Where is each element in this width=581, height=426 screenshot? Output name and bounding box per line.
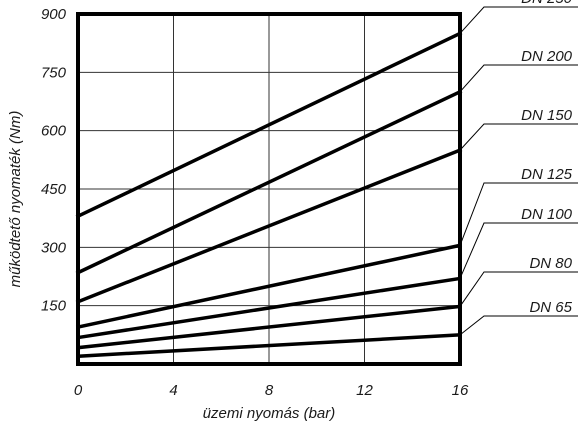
- x-tick-label: 8: [265, 382, 274, 399]
- series-label-dn-250: DN 250: [521, 0, 573, 7]
- series-lines: [75, 31, 463, 359]
- x-tick-label: 4: [169, 382, 177, 399]
- series-line-dn-200: [75, 89, 463, 275]
- series-labels: DN 250 DN 200 DN 150 DN 125 DN 100 DN 80 DN 65: [521, 0, 573, 316]
- series-leaders: [459, 6, 578, 336]
- series-label-dn-65: DN 65: [529, 299, 572, 316]
- leader-line-dn-100: [459, 222, 578, 279]
- x-tick-label: 0: [74, 382, 83, 399]
- y-tick-label: 900: [41, 6, 67, 23]
- plot-frame: [76, 12, 462, 366]
- x-tick-label: 12: [356, 382, 373, 399]
- series-line-dn-80: [76, 304, 462, 350]
- series-line-dn-65: [76, 332, 462, 359]
- y-tick-label: 600: [41, 123, 67, 140]
- y-tick-label: 450: [41, 181, 67, 198]
- x-axis-label: üzemi nyomás (bar): [203, 405, 336, 422]
- series-line-dn-100: [76, 276, 462, 340]
- y-tick-label: 150: [41, 298, 67, 315]
- leader-line-dn-200: [459, 64, 578, 93]
- leader-line-dn-80: [459, 271, 578, 307]
- leader-line-dn-150: [459, 123, 578, 151]
- x-tick-label: 16: [452, 382, 469, 399]
- leader-line-dn-250: [459, 6, 578, 34]
- y-axis-label: működtető nyomaték (Nm): [7, 111, 24, 288]
- series-line-dn-125: [75, 243, 463, 330]
- leader-line-dn-125: [459, 182, 578, 246]
- y-tick-label: 300: [41, 239, 67, 256]
- series-label-dn-200: DN 200: [521, 48, 573, 65]
- series-label-dn-80: DN 80: [529, 255, 572, 272]
- series-label-dn-150: DN 150: [521, 107, 573, 124]
- y-tick-label: 750: [41, 64, 67, 81]
- series-label-dn-125: DN 125: [521, 166, 573, 183]
- series-line-dn-250: [75, 31, 463, 219]
- series-line-dn-150: [75, 147, 463, 305]
- series-label-dn-100: DN 100: [521, 206, 573, 223]
- tick-labels: 0 4 8 12 16 150 300 450 600 750 900: [41, 6, 469, 399]
- leader-line-dn-65: [459, 315, 578, 336]
